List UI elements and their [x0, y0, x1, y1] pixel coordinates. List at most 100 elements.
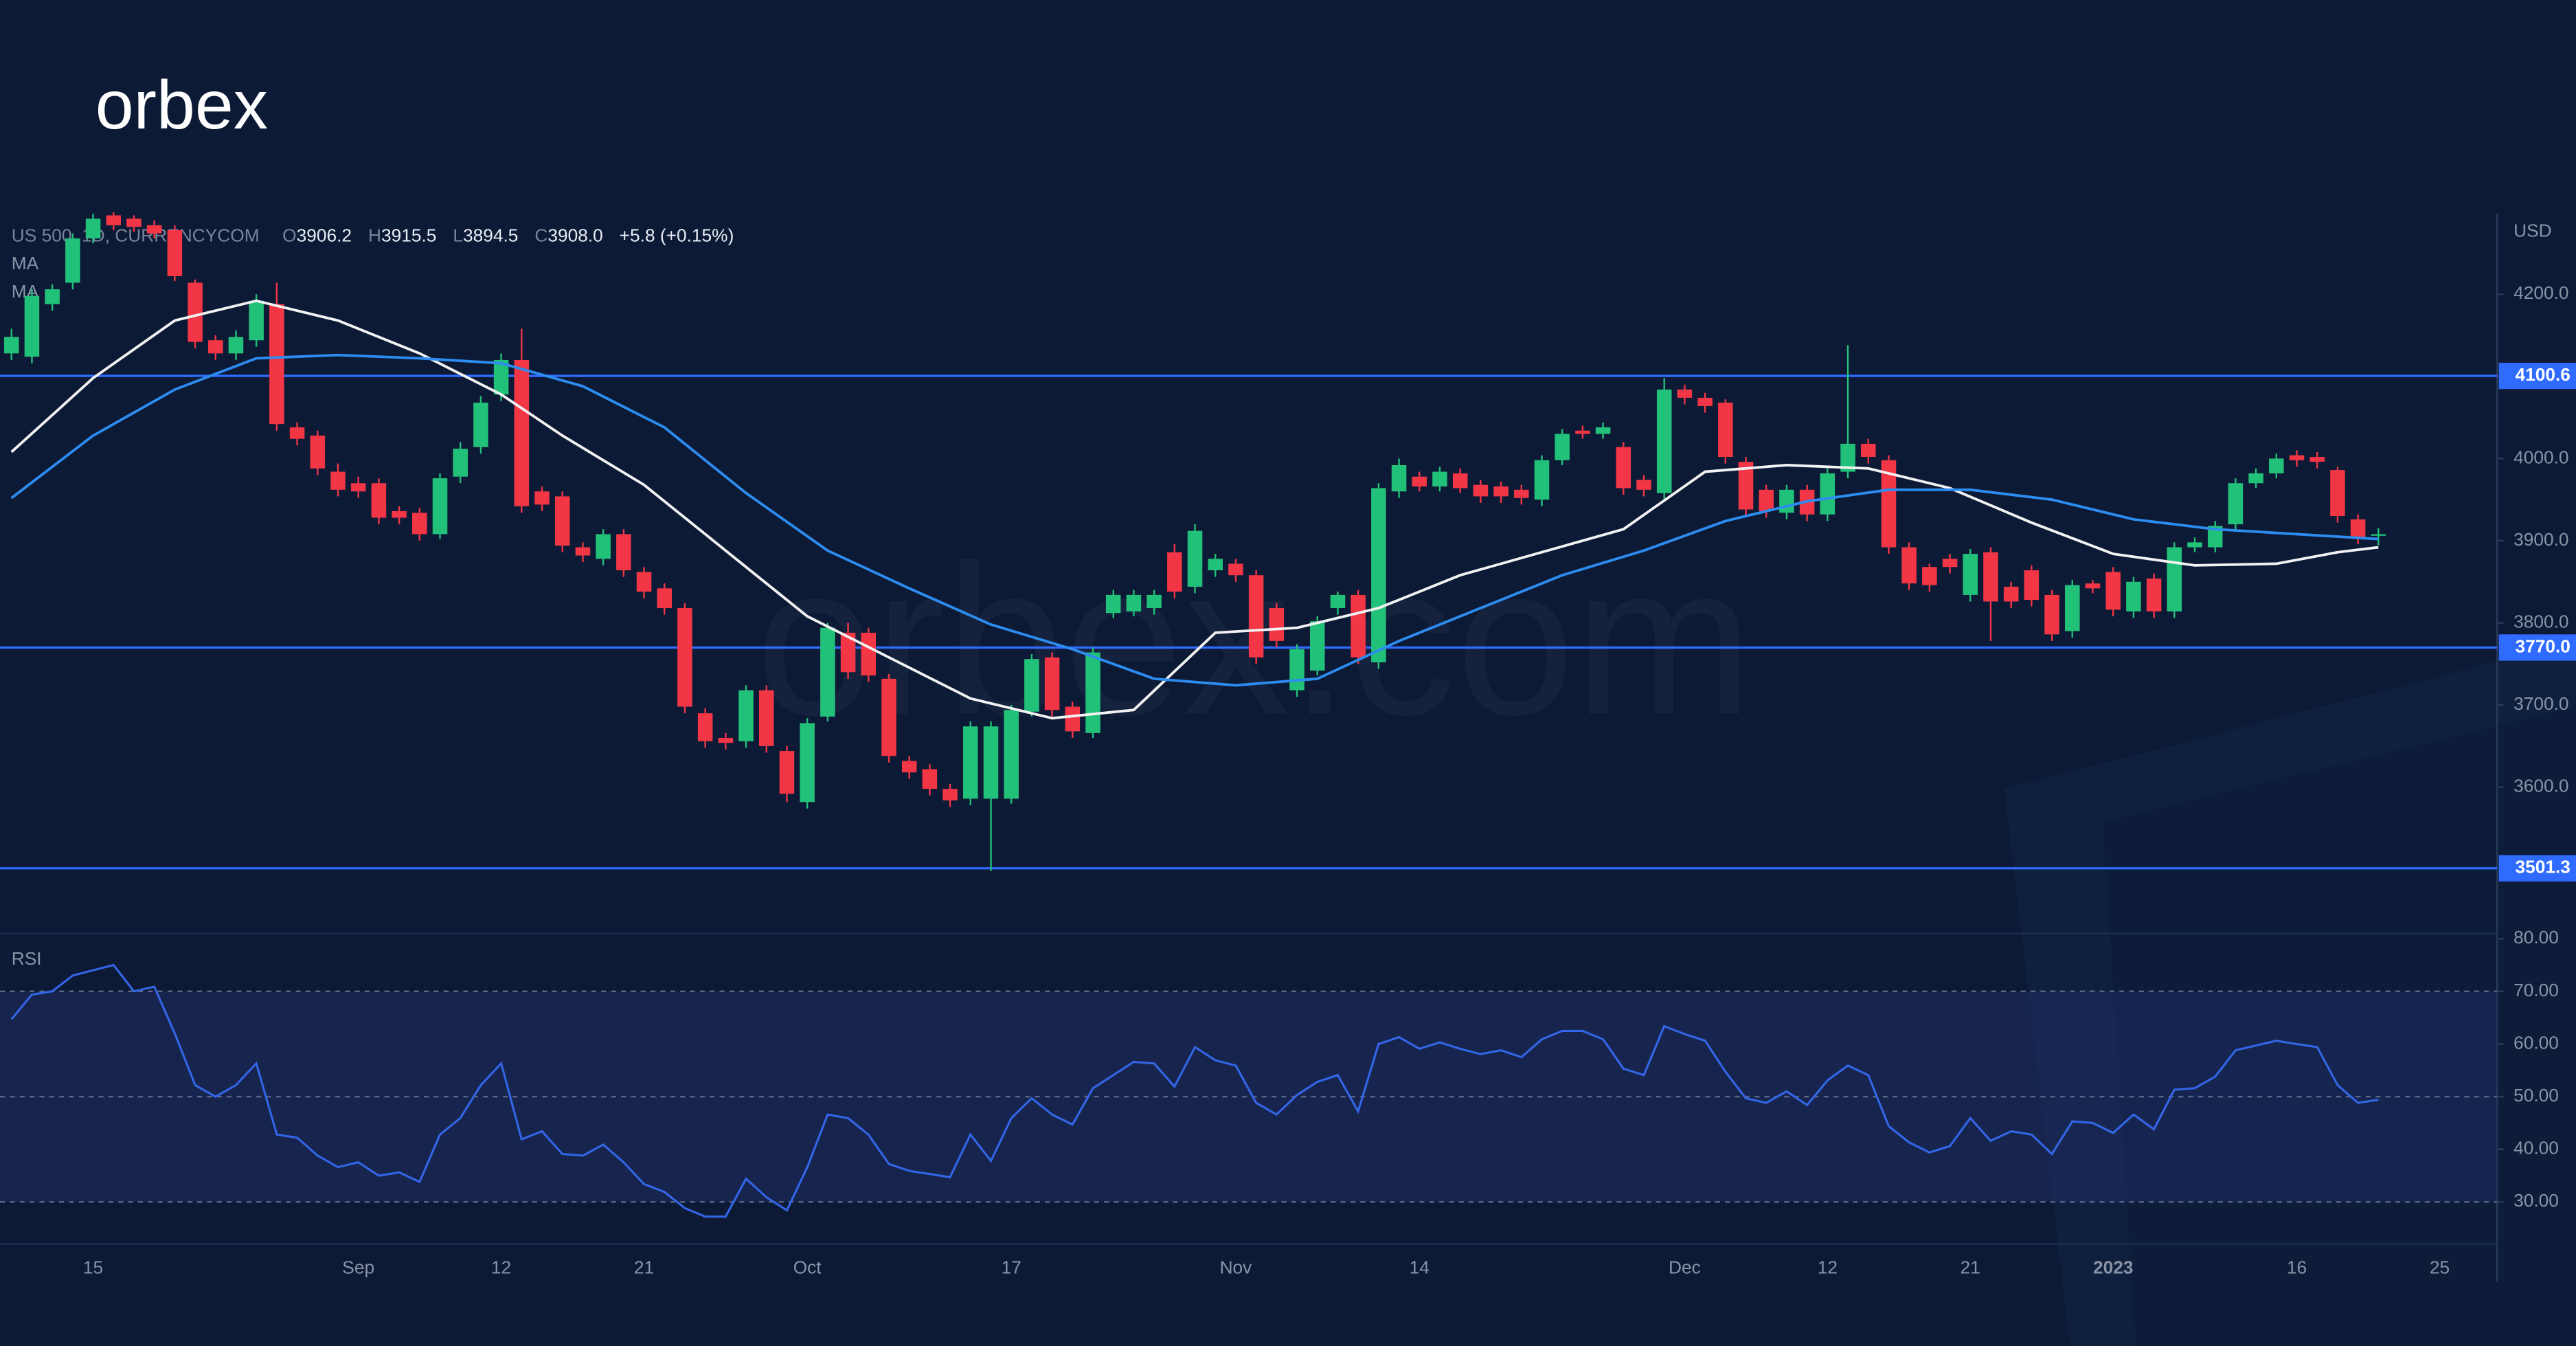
candle-body: [1004, 710, 1019, 799]
candle-body: [1493, 486, 1509, 497]
candle-body: [1330, 594, 1346, 609]
candle-body: [1391, 464, 1407, 492]
candle-body: [759, 690, 774, 746]
logo: orbex: [95, 67, 268, 144]
candle-body: [534, 491, 550, 505]
candle-body: [2146, 578, 2162, 612]
candle-body: [371, 483, 387, 518]
candle-body: [1616, 447, 1631, 489]
candle-body: [208, 340, 223, 354]
candle-body: [289, 427, 305, 439]
candle-body: [350, 483, 366, 492]
quote-value: 3908.0: [547, 225, 602, 245]
candle-body: [2167, 547, 2182, 612]
quote-value: 3915.5: [381, 225, 436, 245]
candle-body: [330, 471, 346, 490]
candle-body: [1595, 427, 1611, 434]
candle-body: [2269, 458, 2284, 473]
candle-body: [2350, 519, 2366, 538]
candle-body: [514, 359, 530, 506]
candle-body: [473, 403, 488, 447]
y-tick-label: 60.00: [2513, 1032, 2559, 1053]
candle-body: [1922, 567, 1937, 585]
candle-body: [1208, 559, 1223, 571]
y-tick-label: 3800.0: [2513, 612, 2568, 632]
candle-body: [1656, 389, 1672, 493]
candle-body: [820, 627, 835, 717]
candle-body: [1044, 657, 1060, 710]
candle-body: [738, 690, 754, 741]
candle-body: [1881, 460, 1897, 548]
candle-body: [1636, 480, 1651, 490]
candle-body: [861, 632, 877, 676]
quote-key: C: [534, 225, 547, 245]
candle-body: [85, 218, 101, 238]
candle-body: [1963, 554, 1978, 595]
candle-body: [963, 726, 978, 799]
candle-body: [1309, 621, 1325, 671]
candle-body: [1452, 473, 1468, 489]
candle-body: [2044, 594, 2059, 635]
candle-body: [432, 478, 448, 535]
y-tick-label: 40.00: [2513, 1138, 2559, 1158]
candle-body: [2085, 583, 2101, 589]
candle-body: [2309, 457, 2325, 462]
candle-body: [1514, 489, 1529, 498]
candle-body: [2289, 455, 2305, 460]
candle-body: [493, 359, 509, 395]
level-tag: [2498, 634, 2576, 661]
x-tick-label: 14: [1410, 1257, 1430, 1277]
change: +5.8 (+0.15%): [620, 225, 734, 245]
candle-body: [1759, 489, 1774, 511]
x-tick-label: Dec: [1669, 1257, 1701, 1277]
quote-key: H: [368, 225, 381, 245]
candle-body: [1779, 489, 1794, 513]
quote-value: 3894.5: [463, 225, 518, 245]
candle-body: [1840, 443, 1855, 472]
candle-body: [106, 215, 122, 225]
candle-body: [1942, 559, 1958, 568]
candle-body: [146, 225, 162, 234]
candle-body: [1065, 706, 1081, 732]
candle-body: [1289, 649, 1304, 691]
candle-body: [1820, 473, 1835, 515]
x-tick-label: Sep: [342, 1257, 374, 1277]
level-tag: [2498, 855, 2576, 882]
moving-average: [10, 299, 2379, 720]
candle-body: [2187, 542, 2202, 548]
candle-body: [1085, 652, 1100, 733]
candle-body: [1412, 476, 1427, 487]
candle-body: [228, 337, 244, 354]
candle-body: [1697, 397, 1713, 406]
candle-body: [1534, 460, 1550, 500]
candle-body: [126, 218, 142, 227]
candle-body: [1555, 434, 1570, 460]
x-tick-label: Nov: [1220, 1257, 1253, 1277]
y-tick-label: 4000.0: [2513, 447, 2568, 467]
candle-body: [1738, 462, 1754, 510]
candle-body: [2105, 572, 2121, 610]
candle-body: [2330, 470, 2345, 517]
symbol: US 500, 1D, CURRENCYCOM: [12, 225, 260, 245]
level-label: 4100.6: [2516, 364, 2571, 385]
candle-body: [718, 737, 734, 743]
candle-body: [1105, 594, 1121, 614]
candle-body: [1024, 659, 1039, 712]
quote-key: O: [282, 225, 296, 245]
candle-body: [2126, 581, 2141, 612]
candle-body: [1901, 547, 1917, 584]
unit-label: USD: [2513, 220, 2552, 240]
candle-body: [1473, 484, 1489, 497]
candle-body: [1371, 488, 1386, 662]
candle-body: [45, 289, 60, 304]
candle-body: [2228, 483, 2244, 525]
x-tick-label: Oct: [793, 1257, 822, 1277]
candle-body: [3, 337, 19, 354]
candle-body: [1575, 430, 1590, 434]
y-tick-label: 70.00: [2513, 980, 2559, 1000]
x-tick-label: 2023: [2093, 1257, 2134, 1277]
candle-body: [881, 678, 896, 756]
legend-entry: MA: [12, 253, 39, 273]
x-tick-label: 12: [491, 1257, 511, 1277]
